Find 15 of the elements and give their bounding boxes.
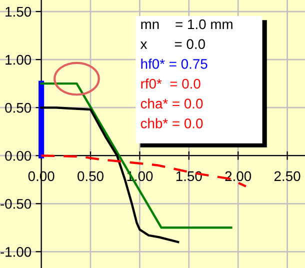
annotation: chb* = 0.0 (140, 118, 203, 128)
annotation: cha* = 0.0 (140, 98, 203, 109)
annotation: x = 0.0 (140, 39, 205, 50)
y-tick-label: 1.00 (6, 54, 32, 65)
y-tick-label: 1.50 (6, 6, 32, 17)
annotation: hf0* = 0.75 (141, 58, 208, 69)
y-tick-label: -0.50 (0, 198, 32, 209)
annotation: mn = 1.0 mm (141, 19, 232, 30)
x-tick-label: 0.50 (78, 171, 104, 182)
y-tick-label: 0.00 (5, 150, 32, 161)
x-tick-label: 2.50 (274, 171, 300, 182)
y-tick-label: -1.00 (0, 247, 32, 257)
annotation: rf0* = 0.0 (141, 78, 200, 89)
x-tick-label: 2.00 (225, 171, 252, 182)
y-tick-label: 0.50 (5, 102, 32, 113)
